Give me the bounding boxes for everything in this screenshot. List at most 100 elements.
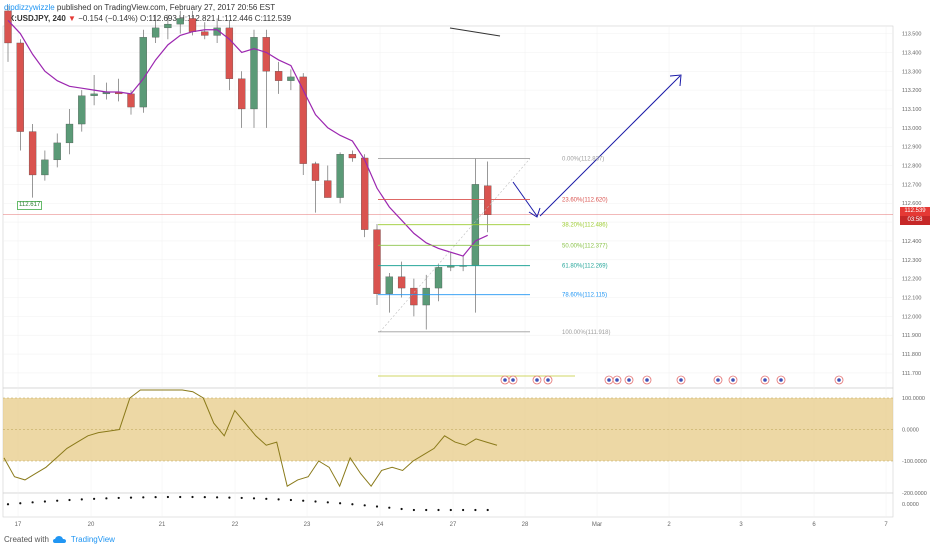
candle-body [373,229,381,294]
time-tick-label: 23 [304,522,311,528]
candle-body [151,27,160,38]
lower-indicator-dot [203,496,206,499]
price-tick-label: 112.600 [902,201,921,207]
time-tick-label: 20 [88,522,95,528]
candle-body [78,95,86,125]
time-tick-label: 24 [377,522,384,528]
lower-indicator-dot [437,508,440,512]
candle-body [164,23,172,29]
lower-indicator-dot [43,500,47,503]
price-change: −0.154 (−0.14%) [78,14,138,23]
oscillator-tick-label: 100.0000 [902,396,925,402]
event-flag-icon [679,378,683,382]
lower-indicator-dot [474,508,477,512]
last-price-tag: 112.539 [900,207,930,216]
candle-body [28,131,37,176]
lower-indicator-dot [240,496,243,500]
candle-body [225,27,234,79]
price-tick-label: 111.700 [902,371,921,377]
fibonacci-retracement: 0.00%(112.837) 23.60%(112.620) 38.20%(112.… [378,157,610,377]
lower-indicator-dot [80,498,83,501]
oscillator-pane: 100.0000 0.0000 -100.0000 [3,389,927,488]
time-tick-label: 3 [739,522,743,528]
tradingview-brand[interactable]: TradingView [70,535,115,544]
time-tick-label: 6 [812,522,816,528]
lower-indicator-dot [68,498,71,502]
lower-indicator-dot [375,505,379,508]
event-flag-icon [535,378,539,382]
candle-body [484,185,492,215]
lower-tick-label: 0.0000 [902,502,919,508]
price-tick-label: 112.300 [902,258,921,264]
time-tick-label: 22 [232,522,239,528]
lower-indicator-dot [129,496,133,499]
lower-indicator-dot [486,508,489,512]
price-tick-label: 112.100 [902,296,921,302]
candle-body [127,93,135,108]
price-tick-label: 112.800 [902,164,921,170]
candle-body [397,276,406,289]
fib-level-label: 38.20%(112.486) [562,223,608,229]
lower-indicator-dot [302,499,305,502]
time-tick-label: Mar [592,522,602,528]
candle-body [299,76,307,164]
time-tick-label: 27 [450,522,457,528]
event-flag-icon [615,378,619,382]
candle-body [287,76,295,81]
price-tick-label: 113.300 [902,69,921,75]
price-tick-label: 112.400 [902,239,921,245]
event-flag-icon [546,378,550,382]
price-tick-label: 111.800 [902,352,921,358]
projection-path-down [512,181,538,217]
candle-body [41,159,49,176]
author-name[interactable]: dipdizzywizzle [4,3,55,12]
down-arrow-head-icon [528,207,541,218]
time-tick-label: 17 [15,522,22,528]
candle-body [65,123,74,144]
time-tick-label: 21 [159,522,166,528]
lower-indicator-dot [166,495,169,499]
low-price-marker: 112.617 [17,201,43,210]
candle-body [90,93,98,96]
price-tick-label: 113.100 [902,107,921,113]
candle-body [422,287,430,306]
time-tick-label: 2 [667,522,671,528]
ohlc-values: O:112.693 H:112.821 L:112.446 C:112.539 [140,14,292,23]
event-flag-icon [716,378,720,382]
countdown-tag: 03:58 [900,216,930,225]
lower-indicator-dot [289,498,292,502]
lower-indicator-dot [154,496,157,499]
lower-indicator-dot [105,497,108,500]
fib-level-label: 61.80%(112.269) [562,264,608,270]
candle-body [53,142,61,161]
tradingview-cloud-icon [52,536,66,543]
candle-body [361,157,369,230]
candle-body [4,10,12,44]
candle-body [201,31,209,36]
lower-indicator-dot [179,495,182,499]
lower-indicator-dot [462,508,465,512]
lower-indicator-dot [31,501,34,504]
time-tick-label: 28 [522,522,529,528]
price-tick-label: 113.500 [902,32,921,38]
main-pane [3,5,893,330]
event-flag-icon [511,378,515,382]
down-triangle-icon: ▼ [68,14,76,23]
main-pane-border [2,25,894,389]
candle-body [434,267,443,289]
candle-body [213,27,221,36]
fib-level-label: 50.00%(112.377) [562,243,608,249]
lower-indicator-dot [265,497,268,500]
lower-indicator-dot [6,503,10,506]
lower-indicator-dot [363,504,366,507]
symbol-line: FX:USDJPY, 240 ▼ −0.154 (−0.14%) O:112.6… [4,14,291,23]
lower-indicator-dot [216,496,219,499]
price-tick-label: 113.000 [902,126,921,132]
candle-body [16,42,24,132]
event-flag-icon [645,378,649,382]
lower-indicator-dot [19,502,22,505]
candle-body [139,37,147,108]
fib-level-label: 0.00%(112.837) [562,157,604,163]
event-flag-icon [779,378,783,382]
